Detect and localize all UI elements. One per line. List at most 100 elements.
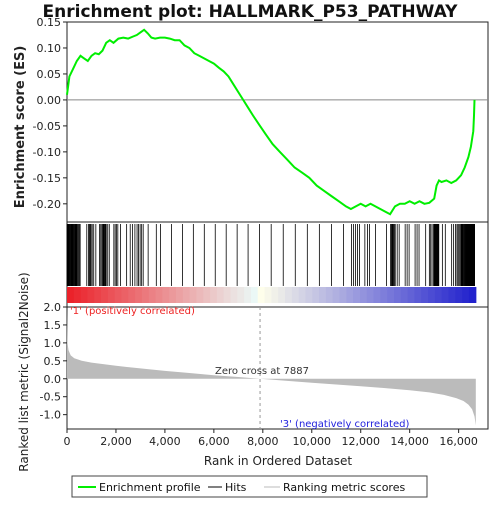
rank-band-segment <box>278 287 286 303</box>
rank-band-segment <box>291 287 300 303</box>
x-tick-label: 0 <box>64 435 71 448</box>
rank-band-segment <box>210 287 218 303</box>
rank-band-segment <box>414 287 422 303</box>
metric-y-tick-label: 0.0 <box>44 373 62 386</box>
rank-band-segment <box>462 287 470 303</box>
rank-band-segment <box>148 287 157 303</box>
rank-band-segment <box>305 287 313 303</box>
es-plot-frame <box>66 21 489 223</box>
rank-band-segment <box>339 287 347 303</box>
rank-band-segment <box>67 287 75 303</box>
metric-frame <box>66 306 489 430</box>
rank-band-segment <box>114 287 123 303</box>
rank-band-segment <box>203 287 211 303</box>
metric-panel: 2.0 1.5 1.0 0.5 0.0 -0.5 -1.0 0 2,000 4,000 6,000… <box>17 272 489 472</box>
rank-band-segment <box>189 287 198 303</box>
rank-band-segment <box>155 287 163 303</box>
legend: Enrichment profile Hits Ranking metric s… <box>71 475 428 498</box>
rank-band-segment <box>359 287 368 303</box>
rank-band-segment <box>407 287 416 303</box>
legend-box <box>71 475 428 498</box>
rank-band-segment <box>135 287 143 303</box>
zero-cross-label: Zero cross at 7887 <box>215 366 309 377</box>
chart-title: Enrichment plot: HALLMARK_P53_PATHWAY <box>43 2 459 22</box>
rank-band-segment <box>373 287 381 303</box>
metric-y-tick-label: -1.0 <box>40 409 61 422</box>
rank-band-segment <box>223 287 232 303</box>
es-y-tick-label: -0.15 <box>33 172 61 185</box>
es-y-axis: 0.15 0.10 0.05 0.00 -0.05 -0.10 -0.15 -0.20 <box>33 16 67 211</box>
legend-label-enrichment: Enrichment profile <box>99 481 201 494</box>
rank-band-segment <box>394 287 402 303</box>
rank-band-segment <box>73 287 82 303</box>
rank-band-segment <box>312 287 320 303</box>
es-y-tick-label: -0.20 <box>33 198 61 211</box>
rank-band-segment <box>237 287 245 303</box>
rank-band-segment <box>216 287 225 303</box>
rank-band-segment <box>107 287 116 303</box>
rank-band-segment <box>387 287 395 303</box>
rank-band-segment <box>434 287 443 303</box>
rank-band-segment <box>346 287 354 303</box>
rank-band-segment <box>101 287 109 303</box>
rank-band-segment <box>353 287 361 303</box>
x-tick-label: 6,000 <box>198 435 230 448</box>
rank-band-segment <box>250 287 259 303</box>
rank-band-segment <box>121 287 129 303</box>
x-tick-label: 8,000 <box>247 435 279 448</box>
rank-band-segment <box>94 287 102 303</box>
rank-band-segment <box>244 287 252 303</box>
rank-band-segment <box>128 287 136 303</box>
metric-y-tick-label: 2.0 <box>44 301 62 314</box>
rank-band-segment <box>176 287 184 303</box>
es-panel: 0.15 0.10 0.05 0.00 -0.05 -0.10 -0.15 -0.20 Enr… <box>13 16 489 223</box>
rank-color-band <box>67 287 477 303</box>
rank-band-segment <box>264 287 272 303</box>
rank-band-segment <box>400 287 409 303</box>
metric-y-axis: 2.0 1.5 1.0 0.5 0.0 -0.5 -1.0 <box>40 301 67 422</box>
positive-correlation-label: '1' (positively correlated) <box>70 306 195 317</box>
x-tick-label: 12,000 <box>341 435 380 448</box>
metric-y-tick-label: 0.5 <box>44 355 62 368</box>
rank-band-segment <box>196 287 204 303</box>
es-curve <box>66 28 476 216</box>
rank-band-segment <box>182 287 191 303</box>
es-y-tick-label: -0.05 <box>33 120 61 133</box>
rank-band-segment <box>380 287 388 303</box>
metric-y-axis-title: Ranked list metric (Signal2Noise) <box>17 272 31 471</box>
rank-band-segment <box>319 287 327 303</box>
rank-band-segment <box>366 287 375 303</box>
rank-band-segment <box>455 287 463 303</box>
x-tick-label: 14,000 <box>390 435 429 448</box>
rank-band-segment <box>285 287 293 303</box>
x-axis-title: Rank in Ordered Dataset <box>204 454 352 468</box>
negative-correlation-label: '3' (negatively correlated) <box>280 419 409 430</box>
rank-band-segment <box>468 287 477 303</box>
hit-lines <box>66 224 475 286</box>
legend-label-hits: Hits <box>225 481 247 494</box>
es-y-tick-label: 0.15 <box>37 16 62 29</box>
rank-band-segment <box>141 287 150 303</box>
rank-band-segment <box>87 287 95 303</box>
rank-band-segment <box>80 287 89 303</box>
es-y-tick-label: 0.10 <box>37 42 62 55</box>
rank-band-segment <box>169 287 177 303</box>
rank-band-segment <box>230 287 238 303</box>
rank-band-segment <box>421 287 429 303</box>
x-tick-label: 16,000 <box>439 435 478 448</box>
x-tick-label: 4,000 <box>149 435 181 448</box>
rank-band-segment <box>428 287 436 303</box>
es-y-axis-title: Enrichment score (ES) <box>13 46 28 209</box>
rank-band-segment <box>325 287 334 303</box>
x-axis: 0 2,000 4,000 6,000 8,000 10,000 12,000 14,000 1… <box>64 429 478 448</box>
rank-band-segment <box>162 287 170 303</box>
metric-y-tick-label: 1.5 <box>44 319 62 332</box>
rank-band-segment <box>448 287 456 303</box>
x-tick-label: 10,000 <box>293 435 332 448</box>
metric-y-tick-label: -0.5 <box>40 391 61 404</box>
es-y-tick-label: -0.10 <box>33 146 61 159</box>
rank-band-segment <box>257 287 266 303</box>
legend-label-metric: Ranking metric scores <box>283 481 405 494</box>
